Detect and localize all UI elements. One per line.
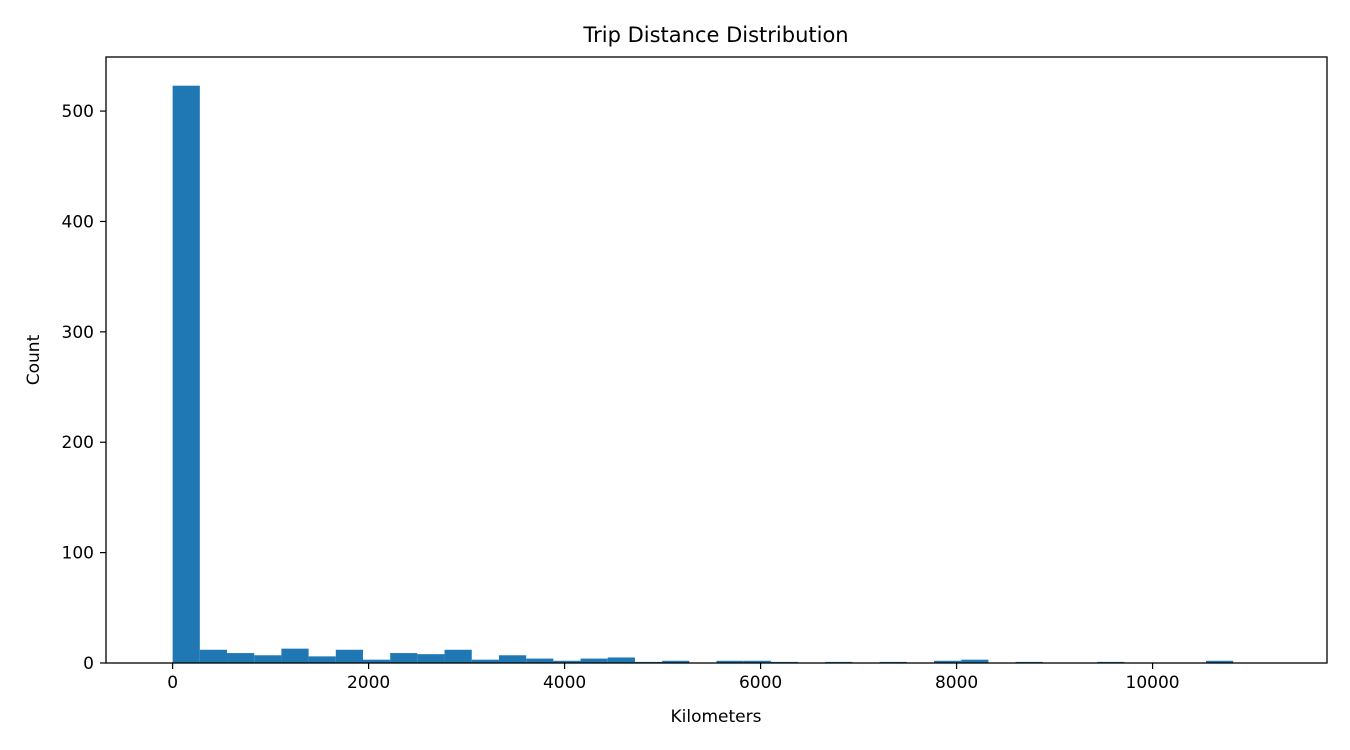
- histogram-bar: [743, 660, 771, 663]
- x-tick-label: 10000: [1126, 673, 1180, 693]
- y-axis-ticks: 0 100 200 300 400 500: [62, 102, 106, 674]
- x-tick-label: 8000: [935, 673, 978, 693]
- histogram-bar: [553, 660, 581, 663]
- histogram-bar: [1205, 660, 1234, 663]
- histogram-bar: [934, 660, 962, 663]
- y-tick-label: 500: [62, 102, 94, 122]
- histogram-bar: [172, 85, 200, 663]
- histogram-bar: [417, 654, 445, 663]
- histogram-bar: [580, 658, 608, 663]
- chart-title: Trip Distance Distribution: [582, 23, 848, 47]
- histogram-bar: [335, 649, 363, 663]
- x-tick-label: 4000: [543, 673, 586, 693]
- y-tick-label: 100: [62, 544, 94, 564]
- histogram-bar: [308, 656, 336, 663]
- histogram-bar: [199, 649, 228, 663]
- histogram-bar: [662, 660, 690, 663]
- histogram-bar: [254, 655, 282, 663]
- y-tick-label: 0: [83, 654, 94, 674]
- x-tick-label: 2000: [347, 673, 390, 693]
- y-tick-label: 300: [62, 323, 94, 343]
- histogram-bar: [444, 649, 472, 663]
- x-tick-label: 0: [167, 673, 178, 693]
- histogram-bar: [227, 653, 255, 663]
- histogram-bar: [362, 659, 391, 663]
- y-tick-label: 200: [62, 433, 94, 453]
- y-tick-label: 400: [62, 212, 94, 232]
- y-axis-label: Count: [24, 334, 44, 385]
- histogram-bar: [526, 658, 554, 663]
- histogram-bar: [607, 657, 635, 663]
- x-axis-label: Kilometers: [671, 707, 762, 727]
- histogram-bar: [390, 653, 418, 663]
- histogram-bar: [281, 648, 309, 663]
- bars-group: [172, 85, 1234, 663]
- x-tick-label: 6000: [739, 673, 782, 693]
- histogram-bar: [961, 659, 989, 663]
- histogram-bar: [498, 655, 527, 663]
- x-axis-ticks: 0 2000 4000 6000 8000 10000: [167, 663, 1180, 693]
- histogram-bar: [471, 659, 499, 663]
- plot-frame: [105, 56, 1328, 664]
- histogram-bar: [716, 660, 744, 663]
